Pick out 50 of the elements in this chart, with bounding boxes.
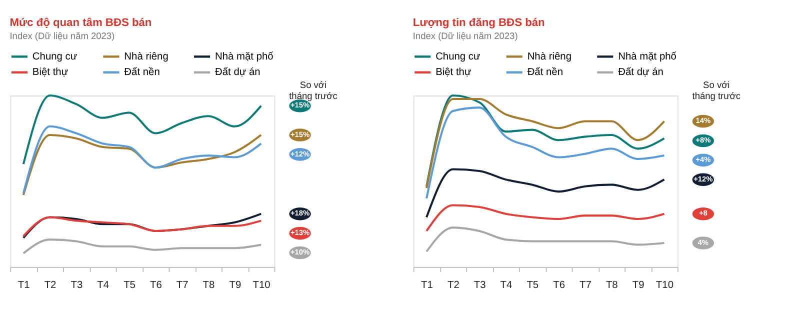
x-tick-label: T10 [252, 280, 271, 291]
text: So với tháng trước [289, 80, 338, 102]
x-tick-label: T4 [500, 280, 513, 291]
text: +15% [290, 130, 310, 139]
text: +15% [290, 100, 310, 110]
x-tick-label: T2 [447, 280, 460, 291]
x-tick-label: T7 [176, 280, 189, 291]
legend-label: Đất nền [527, 67, 564, 78]
x-tick-label: T8 [606, 280, 618, 291]
chart-subtitle: Index (Dữ liệu năm 2023) [10, 31, 115, 42]
text: 4% [698, 238, 709, 247]
x-tick-label: T6 [553, 280, 566, 291]
legend-label: Biệt thự [436, 67, 472, 78]
x-tick-label: T9 [229, 280, 242, 291]
text: +8 [698, 208, 708, 218]
legend-label: Đất dự án [618, 67, 664, 78]
x-tick-label: T1 [18, 280, 30, 291]
x-tick-label: T3 [474, 280, 486, 291]
legend-label: Biệt thự [32, 67, 68, 78]
legend-label: Đất dự án [215, 67, 260, 78]
text: So với tháng trước [692, 80, 741, 102]
text: +8% [696, 136, 712, 145]
x-tick-label: T3 [70, 280, 83, 291]
legend-label: Nhà riêng [124, 51, 169, 62]
legend-label: Nhà riêng [527, 51, 572, 62]
legend-label: Chung cư [32, 51, 78, 62]
chart-subtitle: Index (Dữ liệu năm 2023) [412, 31, 518, 42]
text: 14% [696, 116, 711, 126]
text: +12% [290, 149, 310, 158]
x-tick-label: T10 [656, 280, 674, 291]
x-tick-label: T9 [632, 280, 645, 291]
text: +10% [290, 248, 310, 257]
x-tick-label: T5 [124, 280, 136, 291]
x-tick-label: T2 [44, 280, 57, 291]
x-tick-label: T4 [97, 280, 110, 291]
chart-title: Mức độ quan tâm BĐS bán [10, 17, 152, 30]
text: +18% [290, 208, 310, 218]
legend-label: Chung cư [436, 51, 481, 62]
legend-label: Nhà mặt phố [618, 51, 677, 62]
x-tick-label: T7 [580, 280, 592, 291]
text: +13% [290, 228, 310, 238]
chart-title: Lượng tin đăng BĐS bán [412, 17, 546, 30]
legend-label: Nhà mặt phố [215, 51, 274, 62]
text: +4% [696, 155, 712, 164]
legend-label: Đất nền [124, 67, 160, 78]
x-tick-label: T1 [421, 280, 434, 291]
x-tick-label: T6 [150, 280, 162, 291]
x-tick-label: T5 [526, 280, 539, 291]
text: +12% [694, 174, 714, 184]
x-tick-label: T8 [202, 280, 216, 291]
